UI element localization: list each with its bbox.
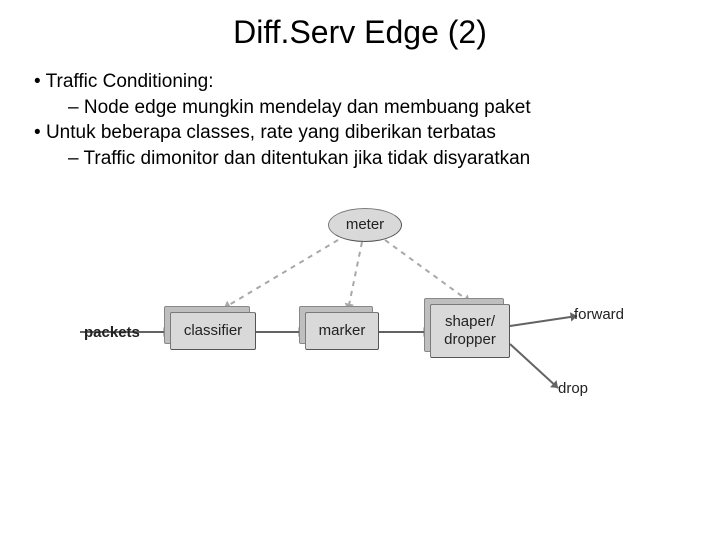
node-meter: meter xyxy=(328,208,402,242)
label-forward: forward xyxy=(574,306,624,323)
label-drop: drop xyxy=(558,380,588,397)
bullet-item: Node edge mungkin mendelay dan membuang … xyxy=(68,95,720,121)
diagram: meter classifier marker shaper/ dropper pack… xyxy=(80,202,640,432)
bullet-item: Traffic dimonitor dan ditentukan jika ti… xyxy=(68,146,720,172)
bullet-item: Untuk beberapa classes, rate yang diberi… xyxy=(34,120,720,146)
node-marker: marker xyxy=(305,312,379,350)
page-title: Diff.Serv Edge (2) xyxy=(0,0,720,51)
label-packets: packets xyxy=(84,324,140,341)
bullet-list: Traffic Conditioning: Node edge mungkin … xyxy=(34,69,720,172)
node-classifier: classifier xyxy=(170,312,256,350)
bullet-item: Traffic Conditioning: xyxy=(34,69,720,95)
node-shaper: shaper/ dropper xyxy=(430,304,510,358)
